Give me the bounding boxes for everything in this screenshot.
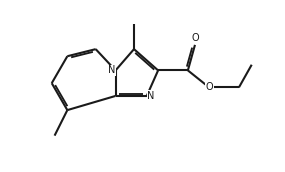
- Text: O: O: [191, 33, 199, 43]
- Text: N: N: [108, 65, 115, 75]
- Text: O: O: [205, 82, 213, 92]
- Text: N: N: [147, 91, 155, 101]
